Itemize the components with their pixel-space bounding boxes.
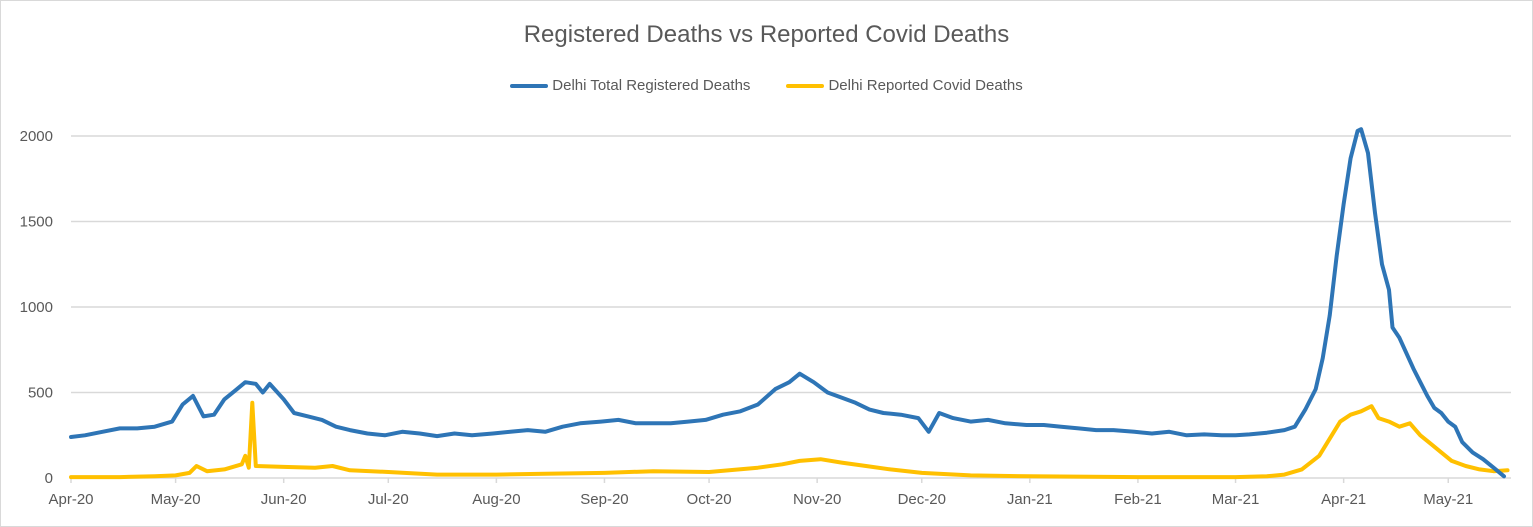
series-line-registered-deaths [69,127,1506,479]
legend-label-covid: Delhi Reported Covid Deaths [828,77,1023,94]
x-tick-label: Apr-20 [48,491,93,508]
legend-item-covid: Delhi Reported Covid Deaths [786,77,1023,94]
x-tick-label: Sep-20 [580,491,628,508]
legend-label-registered: Delhi Total Registered Deaths [552,77,751,94]
legend: Delhi Total Registered Deaths Delhi Repo… [1,77,1532,94]
x-tick-label: Mar-21 [1212,491,1260,508]
x-tick-label: May-21 [1423,491,1473,508]
y-tick-label: 1500 [20,214,53,231]
legend-swatch-covid [786,83,825,88]
x-tick-label: Aug-20 [472,491,520,508]
y-tick-label: 1000 [20,299,53,316]
y-tick-label: 2000 [20,128,53,145]
series-line-covid-deaths [69,400,1510,480]
x-tick-label: Nov-20 [793,491,841,508]
x-tick-label: Jun-20 [261,491,307,508]
x-tick-label: May-20 [151,491,201,508]
x-tick-label: Dec-20 [898,491,946,508]
x-tick-label: Jan-21 [1007,491,1053,508]
legend-swatch-registered [510,83,549,88]
x-tick-label: Apr-21 [1321,491,1366,508]
chart-title: Registered Deaths vs Reported Covid Deat… [523,21,1010,48]
legend-item-registered: Delhi Total Registered Deaths [510,77,750,94]
x-tick-label: Feb-21 [1114,491,1162,508]
x-tick-label: Jul-20 [368,491,409,508]
y-tick-label: 0 [45,470,53,487]
x-tick-label: Oct-20 [687,491,732,508]
y-tick-label: 500 [28,385,53,402]
